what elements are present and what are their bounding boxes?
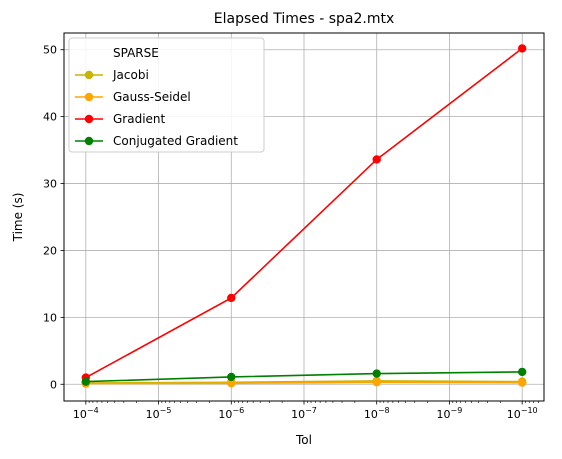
legend-swatch-marker	[84, 70, 94, 80]
legend-swatch-marker	[84, 136, 94, 146]
legend-title: SPARSE	[113, 46, 159, 60]
legend-swatch-marker	[84, 92, 94, 102]
x-tick-exponent: −5	[160, 406, 172, 415]
data-point	[517, 44, 527, 53]
data-point	[227, 372, 236, 382]
y-tick-label: 0	[50, 378, 57, 391]
x-tick-label: 10−10	[507, 406, 538, 421]
data-point	[372, 378, 381, 387]
x-tick-base: 10	[507, 408, 521, 421]
x-tick-base: 10	[73, 408, 87, 421]
y-tick-label: 10	[43, 311, 57, 324]
y-axis-label: Time (s)	[11, 193, 25, 243]
data-point	[517, 367, 527, 377]
series-layer	[81, 44, 527, 388]
x-tick-base: 10	[291, 408, 305, 421]
x-tick-label: 10−5	[146, 406, 172, 421]
y-tick-label: 20	[43, 244, 57, 257]
x-tick-exponent: −6	[232, 406, 244, 415]
legend-entry: Jacobi	[112, 68, 149, 82]
x-tick-exponent: −7	[305, 406, 317, 415]
data-point	[372, 369, 381, 378]
x-tick-label: 10−6	[218, 406, 244, 421]
x-tick-label: 10−8	[364, 406, 390, 421]
legend-entry: Gauss-Seidel	[113, 90, 191, 104]
x-tick-label: 10−7	[291, 406, 317, 421]
y-tick-label: 50	[43, 44, 57, 57]
series-line	[85, 47, 523, 379]
data-point	[372, 155, 381, 164]
x-tick-exponent: −8	[378, 406, 390, 415]
legend-box	[68, 37, 265, 153]
series-line	[85, 381, 523, 385]
x-tick-label: 10−4	[73, 406, 99, 421]
x-axis-label: Tol	[295, 433, 312, 447]
x-tick-base: 10	[364, 408, 378, 421]
series-line	[85, 371, 523, 383]
series-line	[85, 380, 523, 384]
legend-swatch-marker	[84, 114, 94, 124]
x-tick-base: 10	[437, 408, 451, 421]
y-tick-label: 30	[43, 178, 57, 191]
y-tick-label: 40	[43, 111, 57, 124]
legend: SPARSE Jacobi Gauss-Seidel Gradient Conjugat…	[68, 37, 265, 153]
x-tick-exponent: −9	[451, 406, 463, 415]
data-point	[227, 293, 236, 303]
x-tick-exponent: −10	[521, 406, 538, 415]
x-tick-exponent: −4	[87, 406, 99, 415]
data-point	[517, 378, 527, 387]
data-point	[81, 377, 91, 386]
chart-title: Elapsed Times - spa2.mtx	[214, 11, 394, 27]
x-tick-base: 10	[218, 408, 232, 421]
x-tick-base: 10	[146, 408, 160, 421]
data-point	[227, 379, 236, 388]
legend-entry: Conjugated Gradient	[113, 134, 238, 148]
legend-entry: Gradient	[113, 112, 166, 126]
x-tick-label: 10−9	[437, 406, 463, 421]
